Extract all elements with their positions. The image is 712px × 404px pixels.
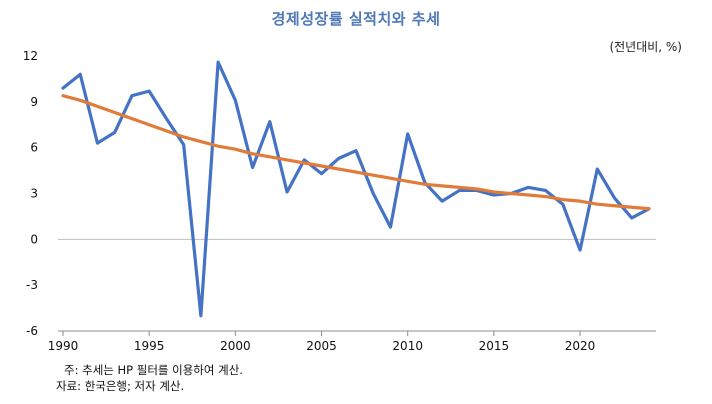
series-group <box>61 60 651 318</box>
x-axis-ticks: 1990 1995 2000 2005 2010 2015 2020 <box>48 331 596 353</box>
y-tick-label: 0 <box>30 232 38 246</box>
series-line-trend <box>61 94 651 211</box>
y-axis-ticks: 12 9 6 3 0 -3 -6 <box>23 49 38 338</box>
series-line-actual <box>61 60 651 318</box>
x-tick-label: 2010 <box>392 339 423 353</box>
x-tick-label: 1995 <box>134 339 165 353</box>
y-tick-label: 6 <box>30 141 38 155</box>
chart-title: 경제성장률 실적치와 추세 <box>271 10 441 28</box>
x-tick-label: 2000 <box>220 339 251 353</box>
x-tick-label: 2005 <box>306 339 337 353</box>
x-tick-label: 2020 <box>565 339 596 353</box>
footnote: 주: 추세는 HP 필터를 이용하여 계산. <box>64 363 243 377</box>
y-tick-label: 3 <box>30 187 38 201</box>
x-tick-label: 1990 <box>48 339 79 353</box>
unit-label: (전년대비, %) <box>609 40 682 54</box>
y-tick-label: 9 <box>30 95 38 109</box>
y-tick-label: -3 <box>26 278 38 292</box>
y-tick-label: -6 <box>26 324 38 338</box>
y-tick-label: 12 <box>23 49 38 63</box>
source-note: 자료: 한국은행; 저자 계산. <box>56 379 185 393</box>
x-tick-label: 2015 <box>479 339 510 353</box>
